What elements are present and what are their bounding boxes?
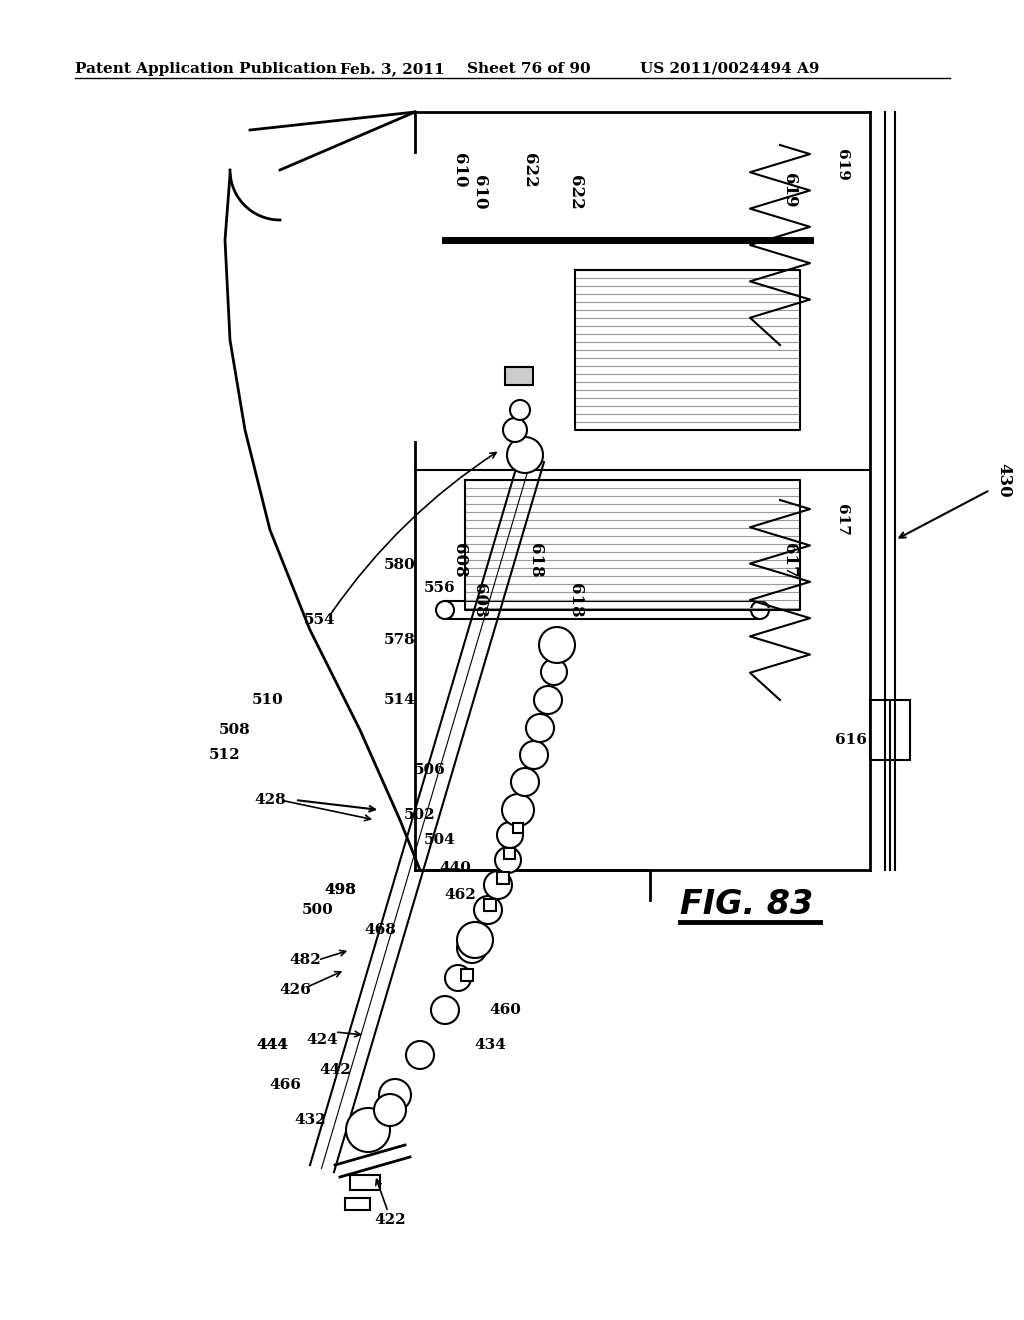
Circle shape <box>507 437 543 473</box>
Circle shape <box>510 400 530 420</box>
Text: 430: 430 <box>995 463 1012 498</box>
Text: 434: 434 <box>474 1038 506 1052</box>
Text: 444: 444 <box>256 1038 288 1052</box>
Text: 428: 428 <box>254 793 286 807</box>
Bar <box>345 1199 370 1210</box>
Text: 502: 502 <box>404 808 436 822</box>
Circle shape <box>539 627 575 663</box>
Text: 498: 498 <box>324 883 356 898</box>
Circle shape <box>534 686 562 714</box>
Text: 498: 498 <box>324 883 356 898</box>
Text: 482: 482 <box>289 953 321 968</box>
Text: 440: 440 <box>439 861 471 875</box>
Text: 504: 504 <box>424 833 456 847</box>
Text: Sheet 76 of 90: Sheet 76 of 90 <box>467 62 591 77</box>
Circle shape <box>502 795 534 826</box>
Text: 580: 580 <box>384 558 416 572</box>
Text: 444: 444 <box>256 1038 288 1052</box>
Text: 500: 500 <box>302 903 334 917</box>
Text: 618: 618 <box>566 582 584 618</box>
Bar <box>513 822 523 833</box>
Circle shape <box>379 1078 411 1111</box>
Text: FIG. 83: FIG. 83 <box>680 888 813 921</box>
Text: 432: 432 <box>294 1113 326 1127</box>
Text: 468: 468 <box>365 923 396 937</box>
Text: 617: 617 <box>835 504 849 536</box>
Text: US 2011/0024494 A9: US 2011/0024494 A9 <box>640 62 819 77</box>
Circle shape <box>541 659 567 685</box>
Circle shape <box>406 1041 434 1069</box>
Text: 610: 610 <box>471 174 488 210</box>
Circle shape <box>445 965 471 991</box>
Circle shape <box>503 418 527 442</box>
Text: 608: 608 <box>471 582 488 618</box>
Bar <box>461 969 473 981</box>
Text: 619: 619 <box>781 173 799 207</box>
Circle shape <box>497 822 523 847</box>
Bar <box>870 700 910 760</box>
Text: 616: 616 <box>835 733 867 747</box>
Text: 422: 422 <box>374 1213 406 1228</box>
Text: Feb. 3, 2011: Feb. 3, 2011 <box>340 62 444 77</box>
Text: 508: 508 <box>219 723 251 737</box>
Text: 466: 466 <box>269 1078 301 1092</box>
Bar <box>497 873 509 884</box>
Text: 578: 578 <box>384 634 416 647</box>
Bar <box>484 899 496 911</box>
Circle shape <box>346 1107 390 1152</box>
Bar <box>350 1175 380 1191</box>
Text: Patent Application Publication: Patent Application Publication <box>75 62 337 77</box>
Text: 462: 462 <box>444 888 476 902</box>
Text: 622: 622 <box>521 153 539 187</box>
Circle shape <box>751 601 769 619</box>
Circle shape <box>474 896 502 924</box>
Text: 512: 512 <box>209 748 241 762</box>
Text: 426: 426 <box>280 983 311 997</box>
Text: 618: 618 <box>526 543 544 577</box>
Circle shape <box>495 847 521 873</box>
Text: 554: 554 <box>304 612 336 627</box>
Text: 506: 506 <box>414 763 445 777</box>
Text: 622: 622 <box>566 174 584 210</box>
Circle shape <box>520 741 548 770</box>
Text: 424: 424 <box>306 1034 338 1047</box>
Text: 510: 510 <box>252 693 284 708</box>
Text: 610: 610 <box>452 153 469 187</box>
Text: 619: 619 <box>835 149 849 181</box>
Text: 556: 556 <box>424 581 456 595</box>
Circle shape <box>431 997 459 1024</box>
Text: 608: 608 <box>452 543 469 577</box>
Text: 514: 514 <box>384 693 416 708</box>
Circle shape <box>457 933 487 964</box>
Circle shape <box>457 921 493 958</box>
Text: 617: 617 <box>781 543 799 577</box>
Circle shape <box>526 714 554 742</box>
Circle shape <box>436 601 454 619</box>
Circle shape <box>484 871 512 899</box>
Text: 460: 460 <box>489 1003 521 1016</box>
Circle shape <box>374 1094 406 1126</box>
Bar <box>505 367 534 385</box>
Bar <box>445 601 760 619</box>
Bar <box>504 847 514 858</box>
Circle shape <box>511 768 539 796</box>
Text: 442: 442 <box>319 1063 351 1077</box>
